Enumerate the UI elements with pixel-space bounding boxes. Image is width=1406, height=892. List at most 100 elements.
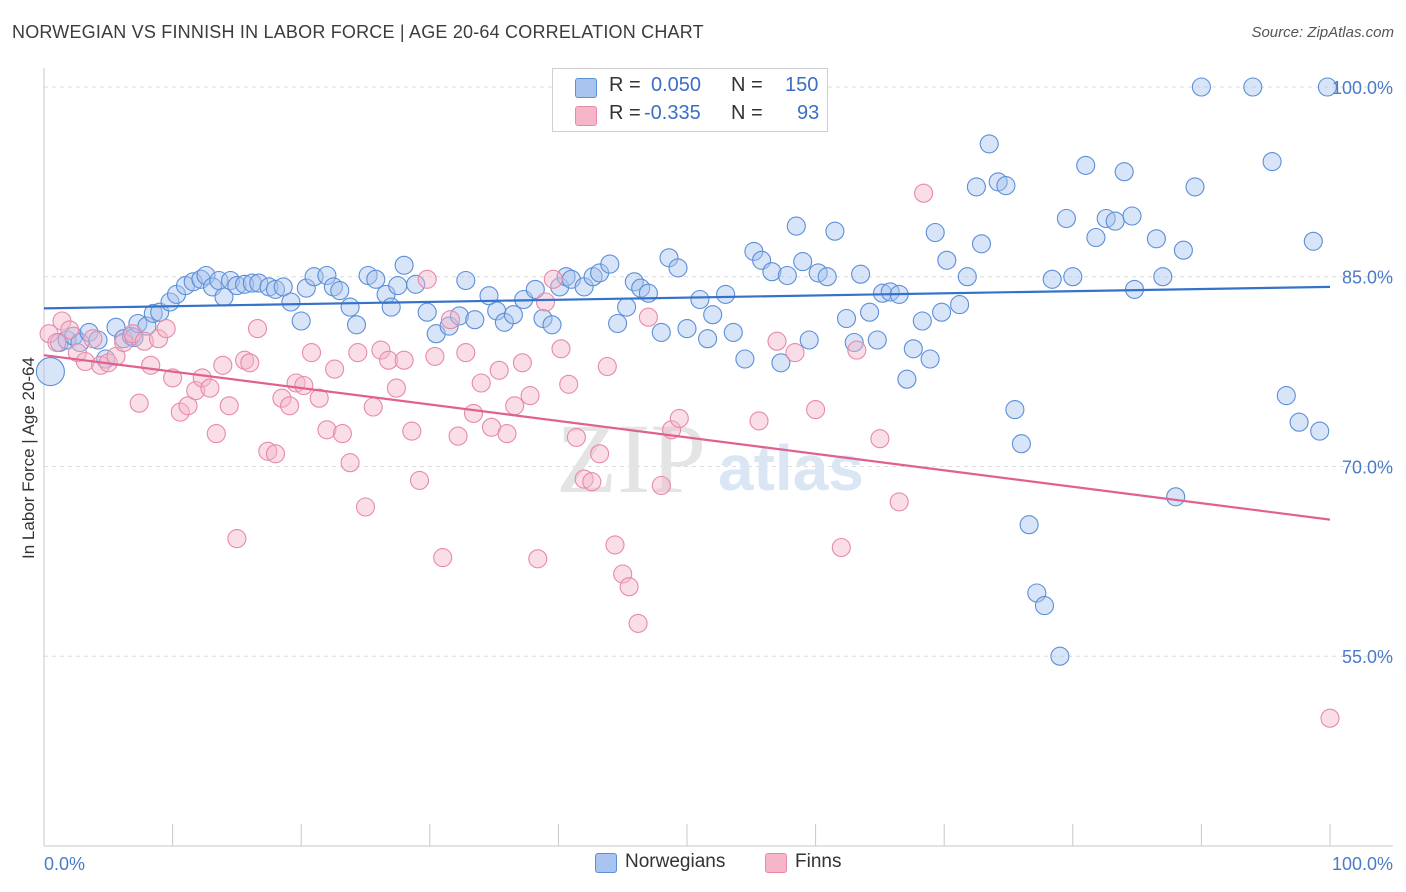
norwegian-point	[996, 176, 1016, 196]
finn-point	[141, 355, 161, 375]
x-tick-label-max: 100.0%	[1332, 854, 1393, 874]
finn-point	[371, 340, 391, 360]
finn-point	[914, 183, 934, 203]
norwegian-point	[1191, 77, 1211, 97]
norwegian-point	[1105, 211, 1125, 231]
norwegian-point	[550, 277, 570, 297]
norwegian-point	[971, 234, 992, 254]
norwegian-point	[346, 315, 367, 335]
finn-point	[186, 381, 206, 401]
finn-point	[123, 324, 143, 344]
finn-point	[831, 537, 851, 558]
y-axis-label: In Labor Force | Age 20-64	[19, 357, 38, 559]
norwegian-point	[608, 313, 628, 334]
finn-point	[294, 375, 314, 396]
norwegian-point	[394, 255, 414, 275]
norwegian-point	[1173, 240, 1193, 260]
finn-point	[47, 332, 67, 353]
finn-point	[219, 396, 239, 416]
legend-label: Norwegians	[625, 851, 726, 872]
finn-point	[192, 368, 212, 388]
chart-title: NORWEGIAN VS FINNISH IN LABOR FORCE | AG…	[12, 22, 704, 42]
norwegian-point	[668, 258, 688, 278]
norwegian-point	[330, 281, 350, 301]
axes	[43, 68, 1393, 847]
norwegian-point	[817, 267, 837, 287]
finn-point	[402, 421, 422, 441]
finn-point	[425, 346, 445, 366]
norwegian-point	[786, 216, 806, 236]
norwegian-point	[143, 303, 163, 323]
finn-point	[325, 359, 345, 379]
finn-point	[301, 343, 322, 363]
r-label: R =	[609, 74, 641, 96]
finn-point	[749, 411, 769, 431]
norwegian-point	[844, 332, 864, 353]
norwegian-point	[525, 279, 545, 299]
finn-point	[258, 441, 278, 461]
finn-point	[489, 360, 509, 380]
norwegian-point	[698, 329, 718, 349]
finn-point	[348, 343, 368, 363]
norwegian-point	[249, 273, 269, 293]
norwegian-point	[771, 353, 791, 373]
norwegian-point	[150, 302, 170, 322]
finn-point	[847, 340, 867, 360]
norwegian-point	[690, 289, 710, 310]
norwegian-point	[920, 349, 940, 369]
finn-point	[386, 378, 406, 398]
norwegians-trend-line	[43, 285, 1331, 310]
finn-point	[170, 402, 190, 422]
finn-point	[355, 497, 376, 517]
finn-point	[409, 470, 430, 490]
norwegian-point	[1086, 227, 1106, 248]
finn-point	[379, 350, 399, 370]
norwegian-point	[1056, 208, 1076, 229]
finn-point	[543, 269, 563, 289]
finns-trend-line	[43, 354, 1331, 521]
norwegian-point	[456, 270, 476, 291]
finn-point	[240, 353, 260, 373]
finn-point	[1320, 708, 1340, 728]
norwegian-point	[836, 308, 857, 329]
norwegian-point	[799, 330, 819, 350]
finn-point	[394, 350, 414, 370]
finn-point	[520, 386, 540, 406]
trend-lines	[43, 285, 1331, 521]
finns-swatch	[575, 106, 597, 126]
norwegian-point	[417, 302, 437, 322]
norwegian-point	[1005, 400, 1025, 420]
finn-point	[235, 350, 255, 370]
finn-point	[129, 393, 149, 413]
norwegian-point	[542, 315, 562, 335]
finn-point	[628, 613, 648, 633]
norwegian-point	[106, 317, 126, 337]
n-label: N =	[731, 74, 763, 96]
finn-point	[528, 549, 548, 569]
norwegian-point	[723, 322, 743, 342]
finn-point	[363, 397, 383, 417]
norwegian-point	[503, 305, 523, 325]
finn-point	[317, 420, 337, 440]
finn-point	[134, 331, 154, 351]
norwegian-point	[1050, 646, 1070, 666]
finn-point	[806, 400, 826, 420]
legend-label: Finns	[795, 851, 842, 872]
norwegian-point	[937, 250, 957, 270]
norwegian-point	[897, 369, 917, 389]
norwegian-point	[291, 311, 311, 331]
norwegian-point	[966, 177, 986, 197]
norwegian-point	[340, 297, 360, 317]
finn-point	[613, 564, 633, 584]
tick-labels: 55.0% 70.0% 85.0% 100.0% 0.0% 100.0%	[44, 78, 1393, 874]
finn-point	[332, 424, 352, 444]
norwegian-point	[227, 276, 247, 296]
norwegian-point	[825, 221, 845, 241]
norwegian-point	[957, 267, 977, 287]
norwegian-point	[925, 222, 945, 243]
y-tick-label: 70.0%	[1342, 457, 1393, 477]
norwegian-point	[196, 265, 216, 286]
norwegian-point	[220, 270, 241, 291]
y-tick-label: 100.0%	[1332, 78, 1393, 98]
finn-point	[889, 492, 909, 512]
